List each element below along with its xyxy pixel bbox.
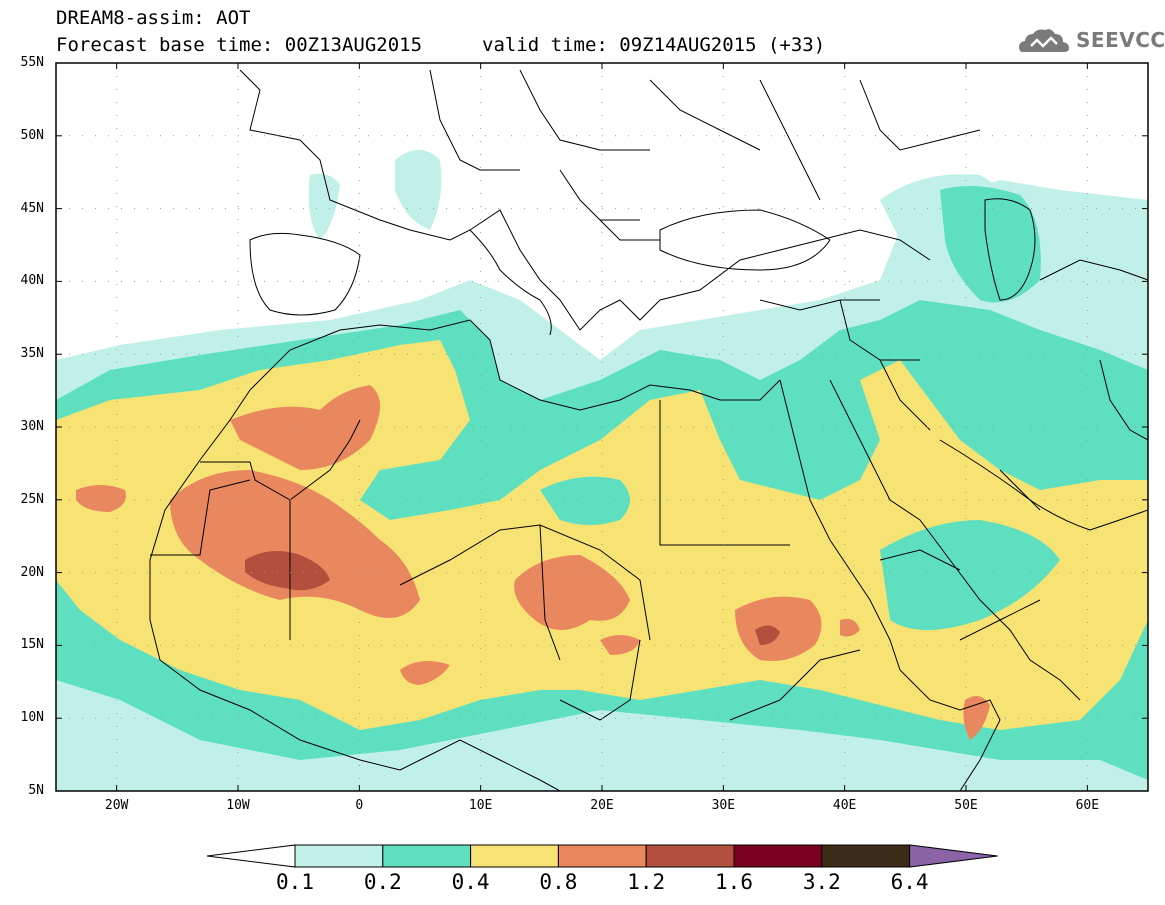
colorbar-segment [733,844,823,868]
lon-label: 0 [355,798,364,813]
lat-label: 50N [20,127,44,143]
lat-label: 25N [20,491,44,507]
aot-level-1.2 [245,551,330,591]
lon-label: 10E [468,798,493,813]
lat-label: 30N [20,419,44,434]
colorbar-threshold-label: 0.4 [451,870,490,894]
coastlines [149,69,1148,791]
lat-label: 40N [20,273,44,289]
colorbar-threshold-label: 0.8 [539,870,578,894]
colorbar-segment [294,844,384,868]
lon-label: 50E [954,798,978,813]
lon-label: 60E [1075,798,1100,813]
lon-label: 20W [104,798,129,813]
colorbar-threshold-label: 1.6 [715,870,753,894]
colorbar-threshold-label: 0.2 [363,870,402,894]
colorbar-over-triangle [909,844,998,868]
colorbar-segment [382,844,472,868]
aot-colorbar [206,844,998,868]
axis-ticks [56,62,1148,792]
colorbar-threshold-label: 1.2 [627,870,666,894]
lon-label: 40E [832,798,857,813]
colorbar-segment [645,844,735,868]
lon-label: 10W [226,798,250,813]
colorbar-segment [470,844,559,868]
colorbar-threshold-label: 3.2 [802,870,841,894]
colorbar-threshold-label: 6.4 [890,870,929,894]
aot-level-0.8 [230,385,380,470]
colorbar-under-triangle [206,844,296,868]
forecast-base-time: Forecast base time: 00Z13AUG2015 [56,34,423,56]
colorbar-threshold-label: 0.1 [276,870,314,894]
colorbar-segment [821,844,911,868]
logo-text: SEEVCCC [1076,28,1165,52]
lat-label: 55N [20,55,44,70]
colorbar-segment [557,844,647,868]
lat-label: 35N [20,346,44,362]
lat-label: 10N [20,710,44,726]
lon-label: 20E [590,798,614,813]
lat-label: 15N [20,637,44,653]
lat-label: 5N [28,783,44,798]
lat-label: 45N [20,200,44,216]
lat-label: 20N [20,564,44,580]
seevccc-cloud-logo-icon [1019,29,1069,52]
valid-time: valid time: 09Z14AUG2015 (+33) [482,34,826,56]
map-title: DREAM8-assim: AOT [56,7,251,29]
lon-label: 30E [711,798,736,813]
